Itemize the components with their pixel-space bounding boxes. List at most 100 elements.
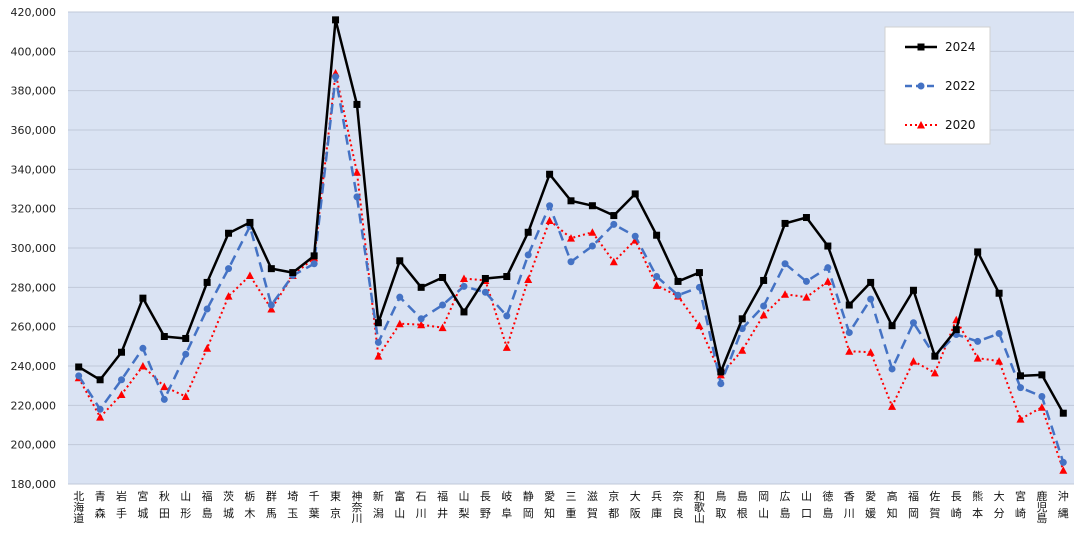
x-category-label: 岐阜 xyxy=(501,490,512,520)
x-category-label: 千葉 xyxy=(309,490,320,520)
data-point-2022 xyxy=(182,350,190,358)
data-point-2024 xyxy=(439,274,447,281)
data-point-2020 xyxy=(459,274,468,282)
data-point-2024 xyxy=(396,257,404,265)
x-category-label: 大分 xyxy=(994,489,1005,520)
data-point-2022 xyxy=(374,338,382,346)
data-point-2022 xyxy=(353,193,361,201)
x-category-label: 佐賀 xyxy=(929,489,940,520)
data-point-2020 xyxy=(866,348,875,356)
data-point-2022 xyxy=(310,260,318,268)
y-tick-label: 180,000 xyxy=(11,478,57,491)
x-category-label: 富山 xyxy=(394,489,405,520)
data-point-2022 xyxy=(160,395,168,403)
data-point-2020 xyxy=(823,277,832,285)
data-point-2020 xyxy=(652,281,661,289)
data-point-2022 xyxy=(888,365,896,373)
x-category-label: 香川 xyxy=(844,490,855,520)
data-point-2024 xyxy=(802,214,810,222)
data-point-2024 xyxy=(353,100,361,108)
data-point-2022 xyxy=(1016,384,1024,392)
x-category-label: 岩手 xyxy=(116,489,127,520)
data-point-2024 xyxy=(546,170,554,178)
legend-label: 2020 xyxy=(945,118,976,132)
x-category-label: 和歌山 xyxy=(694,490,705,525)
x-category-label: 秋田 xyxy=(159,489,170,520)
x-category-label: 岡山 xyxy=(758,490,769,520)
data-point-2024 xyxy=(631,190,639,198)
x-category-label: 茨城 xyxy=(223,489,234,520)
data-point-2024 xyxy=(524,228,532,236)
x-category-label: 宮城 xyxy=(137,489,148,520)
data-point-2022 xyxy=(1059,458,1067,466)
data-point-2022 xyxy=(738,325,746,333)
data-point-2024 xyxy=(1059,409,1067,417)
y-tick-label: 240,000 xyxy=(11,360,57,373)
data-point-2024 xyxy=(246,218,254,226)
data-point-2020 xyxy=(502,343,511,351)
legend-marker-2022 xyxy=(917,82,925,90)
data-point-2024 xyxy=(503,273,511,281)
data-point-2020 xyxy=(909,357,918,365)
y-tick-label: 200,000 xyxy=(11,439,57,452)
data-point-2020 xyxy=(438,323,447,332)
data-point-2024 xyxy=(909,286,917,294)
data-point-2022 xyxy=(225,265,233,273)
data-point-2024 xyxy=(460,308,468,316)
x-category-label: 三重 xyxy=(566,490,577,520)
data-point-2022 xyxy=(417,315,425,323)
data-point-2024 xyxy=(289,269,297,277)
x-category-label: 新潟 xyxy=(373,489,384,520)
data-point-2024 xyxy=(995,289,1003,297)
x-category-label: 奈良 xyxy=(673,489,684,520)
data-point-2024 xyxy=(845,301,853,309)
x-category-label: 宮崎 xyxy=(1015,489,1026,520)
data-point-2024 xyxy=(888,322,896,330)
data-point-2024 xyxy=(225,229,233,237)
legend-marker-2024 xyxy=(917,43,925,51)
x-category-label: 北海道 xyxy=(73,490,84,525)
x-category-label: 広島 xyxy=(780,490,791,520)
data-point-2022 xyxy=(760,302,768,310)
data-point-2024 xyxy=(1038,371,1046,379)
data-point-2020 xyxy=(224,292,233,300)
data-point-2024 xyxy=(717,368,725,376)
x-category-label: 栃木 xyxy=(244,489,255,520)
x-category-label: 山梨 xyxy=(458,490,469,520)
y-tick-label: 260,000 xyxy=(11,321,57,334)
data-point-2020 xyxy=(1059,466,1068,474)
data-point-2020 xyxy=(588,228,597,236)
x-category-label: 兵庫 xyxy=(651,490,662,520)
x-category-label: 埼玉 xyxy=(287,489,298,520)
data-point-2024 xyxy=(824,242,832,250)
data-point-2022 xyxy=(610,220,618,228)
data-point-2022 xyxy=(653,273,661,281)
data-point-2024 xyxy=(118,348,126,356)
data-point-2020 xyxy=(759,310,768,319)
data-point-2020 xyxy=(267,304,276,313)
data-point-2022 xyxy=(396,293,404,301)
x-category-label: 群馬 xyxy=(266,489,277,520)
data-point-2022 xyxy=(674,291,682,299)
series-2022 xyxy=(75,73,1067,466)
data-point-2022 xyxy=(75,372,83,380)
x-category-label: 長崎 xyxy=(951,490,962,520)
data-point-2024 xyxy=(567,197,575,205)
data-point-2024 xyxy=(653,231,661,239)
data-point-2022 xyxy=(909,319,917,327)
data-point-2024 xyxy=(332,16,340,24)
data-point-2024 xyxy=(738,315,746,323)
data-point-2024 xyxy=(760,276,768,284)
x-category-label: 東京 xyxy=(330,490,341,520)
data-point-2022 xyxy=(524,251,532,259)
x-category-label: 山口 xyxy=(801,490,812,520)
data-point-2024 xyxy=(182,334,190,342)
series-lines xyxy=(74,16,1068,474)
x-category-label: 京都 xyxy=(608,489,619,520)
x-category-label: 福井 xyxy=(437,489,448,520)
series-line-2020 xyxy=(77,71,1065,471)
x-category-label: 青森 xyxy=(95,490,106,520)
data-point-2020 xyxy=(1016,415,1025,423)
data-point-2022 xyxy=(332,73,340,81)
x-category-label: 鹿児島 xyxy=(1036,489,1047,525)
